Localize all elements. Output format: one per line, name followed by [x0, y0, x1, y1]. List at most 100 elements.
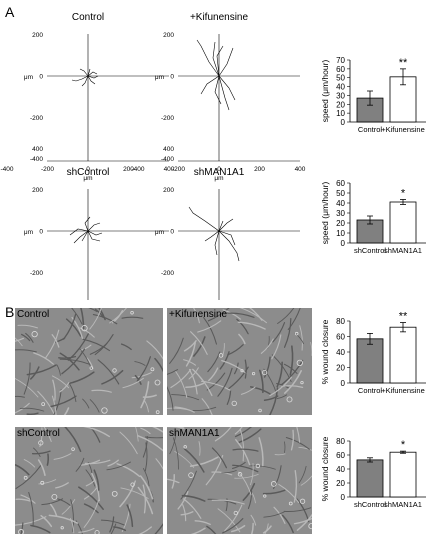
cell-shape: [120, 487, 149, 499]
cell-shape: [277, 308, 295, 324]
cell-shape: [171, 474, 175, 489]
y-tick-label: 20: [336, 479, 345, 488]
cell-shape: [263, 511, 285, 518]
cell-shape: [249, 465, 276, 470]
y-tick-label: -400: [161, 156, 174, 163]
cell-track: [81, 75, 89, 87]
cell-shape: [183, 447, 205, 473]
round-cell: [300, 380, 304, 385]
round-cell: [154, 379, 161, 386]
cell-shape: [109, 516, 115, 533]
y-tick-label: 200: [32, 32, 43, 39]
track-set: [188, 206, 240, 262]
round-cell: [130, 310, 134, 315]
cell-shape: [300, 475, 312, 486]
cell-shape: [201, 398, 213, 415]
significance-mark: *: [401, 188, 406, 200]
track-plot-title: shControl: [67, 167, 110, 178]
cell-track: [218, 75, 230, 111]
cell-shape: [38, 479, 57, 485]
round-cell: [258, 408, 262, 413]
cell-shape: [89, 308, 102, 330]
cell-shape: [40, 514, 53, 528]
photo-label: Control: [17, 309, 50, 320]
photo-kifunensine: +Kifunensine: [167, 308, 312, 415]
cell-shape: [83, 427, 111, 438]
cell-shape: [51, 334, 60, 348]
cell-shape: [83, 486, 98, 500]
y-tick-label: 10: [336, 229, 345, 238]
cell-shape: [52, 379, 56, 401]
y-tick-label: 400: [163, 146, 174, 153]
cell-shape: [192, 308, 200, 324]
x-unit-label: μm: [83, 175, 92, 182]
cell-shape: [79, 348, 92, 370]
cell-shape: [139, 475, 154, 500]
cell-shape: [263, 368, 278, 396]
y-unit-label: μm: [24, 74, 33, 81]
cell-shape: [46, 453, 50, 466]
cell-shape: [237, 428, 262, 444]
bar: [389, 451, 417, 498]
cell-shape: [181, 494, 206, 502]
cell-shape: [37, 390, 56, 415]
round-cell: [308, 522, 312, 530]
panel-letter-b: B: [5, 304, 15, 320]
cell-shape: [17, 324, 39, 329]
cell-shape: [79, 327, 95, 338]
cell-shape: [33, 352, 54, 365]
cell-track: [216, 45, 224, 77]
cell-shape: [225, 498, 228, 512]
x-tick-label: shControl: [354, 246, 386, 255]
x-tick-label: 200: [123, 166, 134, 173]
cell-shape: [30, 524, 51, 534]
cell-shape: [31, 450, 51, 455]
y-tick-label: 200: [163, 187, 174, 194]
cell-shape: [15, 516, 47, 526]
y-tick-label: -200: [161, 270, 174, 277]
cell-shape: [224, 504, 243, 532]
cell-shape: [289, 345, 294, 376]
cell-shape: [192, 368, 213, 397]
y-tick-label: 60: [336, 451, 345, 460]
cell-track: [81, 230, 89, 242]
cell-texture: [15, 308, 163, 415]
cell-shape: [28, 492, 34, 526]
y-tick-label: 60: [336, 179, 345, 188]
cell-track: [218, 220, 224, 232]
cell-shape: [285, 436, 310, 450]
cell-shape: [82, 398, 90, 409]
cell-shape: [119, 431, 138, 455]
cell-shape: [189, 456, 219, 467]
cell-shape: [222, 518, 244, 534]
y-tick-label: -400: [30, 156, 43, 163]
cell-shape: [154, 523, 163, 534]
cell-shape: [226, 389, 232, 405]
cell-shape: [190, 331, 208, 355]
cell-shape: [71, 308, 83, 325]
cell-track: [218, 218, 234, 232]
y-tick-label: 60: [336, 65, 345, 74]
cell-track: [218, 230, 236, 246]
cell-shape: [170, 369, 192, 389]
cell-shape: [167, 427, 185, 429]
cell-track: [87, 222, 101, 232]
round-cell: [237, 472, 243, 477]
cell-track: [87, 71, 98, 77]
cell-shape: [26, 412, 39, 415]
cell-shape: [48, 514, 79, 524]
cell-shape: [232, 448, 259, 452]
cell-shape: [75, 457, 85, 472]
track-set: [71, 68, 99, 87]
cell-shape: [109, 308, 127, 324]
cell-shape: [126, 504, 134, 528]
cell-shape: [298, 446, 312, 451]
y-tick-label: 30: [336, 209, 345, 218]
round-cell: [18, 529, 24, 534]
cell-shape: [185, 382, 205, 389]
cell-shape: [155, 458, 163, 470]
cell-shape: [276, 394, 288, 400]
cell-shape: [144, 436, 163, 439]
cell-shape: [180, 511, 194, 516]
y-tick-label: 0: [341, 493, 346, 502]
